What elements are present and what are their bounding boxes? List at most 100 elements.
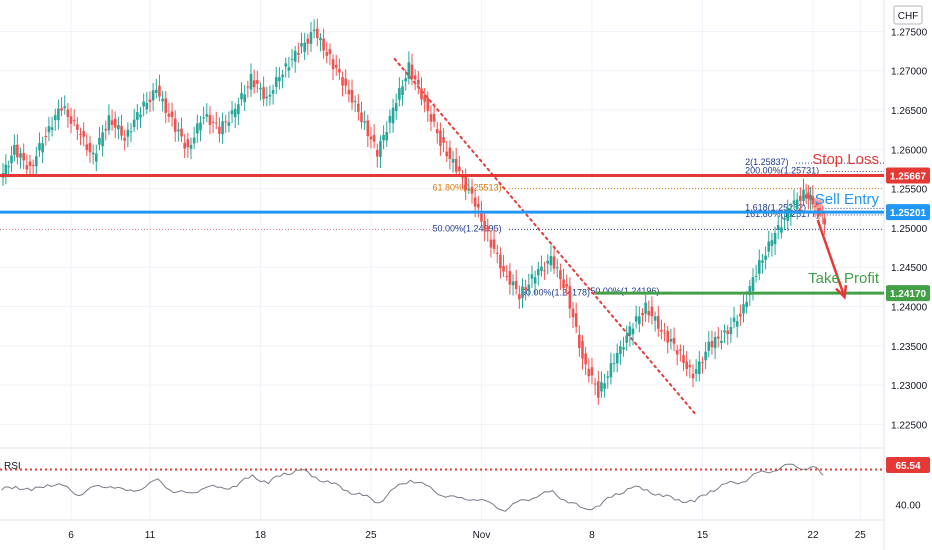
- candle-body: [644, 302, 647, 314]
- candle-body: [25, 165, 29, 170]
- candle-body: [815, 202, 819, 206]
- candle-body: [91, 152, 95, 155]
- candle-body: [309, 32, 313, 44]
- candle-body: [60, 108, 63, 111]
- candle-body: [13, 145, 16, 155]
- candle-body: [780, 227, 783, 233]
- candle-body: [694, 369, 698, 374]
- level-badge: [886, 285, 930, 302]
- candle-body: [4, 164, 8, 178]
- candle-body: [448, 147, 452, 160]
- candle-body: [202, 117, 205, 119]
- currency-badge[interactable]: [893, 5, 923, 25]
- candle-body: [606, 376, 610, 378]
- candle-body: [385, 131, 389, 141]
- candle-body: [552, 256, 556, 269]
- candle-body: [578, 334, 581, 349]
- candle-body: [669, 339, 673, 342]
- candle-body: [587, 369, 591, 377]
- currency-label: CHF: [898, 11, 919, 22]
- candle-body: [432, 114, 436, 122]
- candle-body: [88, 143, 92, 153]
- candle-body: [322, 38, 325, 51]
- candle-body: [795, 199, 799, 210]
- candle-body: [568, 286, 572, 309]
- candle-body: [199, 122, 202, 131]
- candle-body: [757, 260, 761, 274]
- price-series: [1, 18, 826, 405]
- date-tick-label: 22: [807, 530, 819, 541]
- candle-body: [44, 135, 48, 137]
- candle-body: [739, 313, 742, 317]
- projection-arrow[interactable]: [816, 219, 848, 300]
- candle-body: [319, 37, 322, 41]
- rsi-label: RSI: [4, 461, 21, 472]
- candle-body: [767, 241, 771, 252]
- candle-body: [252, 80, 256, 88]
- candle-body: [227, 122, 231, 126]
- candle-body: [268, 94, 272, 97]
- candle-body: [315, 28, 319, 39]
- arrow-head: [835, 285, 848, 300]
- candle-body: [375, 149, 379, 157]
- candle-body: [192, 137, 196, 144]
- price-tick-label: 1.25500: [891, 185, 928, 196]
- candle-body: [647, 311, 651, 316]
- candle-body: [593, 383, 597, 385]
- candle-body: [262, 86, 265, 100]
- candle-body: [129, 131, 133, 133]
- date-tick-label: 6: [68, 530, 74, 541]
- fib-level-label: 50.00%(1.24178): [521, 288, 590, 298]
- candle-body: [300, 43, 303, 47]
- fib-level-label: 200.00%(1.25731): [745, 165, 819, 175]
- candle-body: [22, 152, 25, 161]
- candle-body: [369, 136, 373, 140]
- rsi-line: [1, 463, 824, 512]
- candle-body: [69, 116, 73, 124]
- candle-body: [732, 317, 736, 322]
- candle-body: [47, 126, 51, 133]
- candle-body: [142, 101, 145, 107]
- candle-body: [631, 328, 635, 335]
- candle-body: [426, 97, 430, 111]
- price-tick-label: 1.27000: [891, 67, 928, 78]
- candle-body: [495, 252, 499, 254]
- candle-body: [196, 123, 199, 134]
- fib-level-label: 1.618(1.25262): [745, 202, 806, 212]
- candle-body: [338, 68, 341, 73]
- candle-body: [754, 275, 758, 277]
- candle-body: [113, 118, 117, 128]
- candle-body: [63, 106, 67, 109]
- level-badge: [886, 204, 930, 221]
- price-badges: 1.25667 1.25201 1.24170: [886, 167, 930, 302]
- candle-body: [761, 260, 764, 263]
- candle-body: [549, 256, 553, 266]
- candle-body: [420, 88, 423, 100]
- fib-level-label: 2(1.25837): [745, 157, 789, 167]
- candle-body: [742, 304, 745, 314]
- candle-body: [306, 38, 310, 44]
- candle-body: [584, 353, 587, 365]
- candle-body: [489, 239, 493, 248]
- rsi-value: 65.54: [895, 461, 920, 472]
- candle-body: [521, 286, 524, 298]
- trend-line[interactable]: [393, 57, 698, 416]
- candle-body: [809, 194, 812, 201]
- candle-body: [126, 129, 130, 137]
- candle-body: [379, 140, 382, 158]
- candle-body: [660, 329, 663, 332]
- candle-body: [540, 266, 543, 272]
- candle-body: [189, 144, 193, 149]
- price-tick-label: 1.27500: [891, 27, 928, 38]
- candle-body: [31, 165, 35, 167]
- candle-body: [214, 122, 218, 124]
- candle-body: [536, 269, 540, 276]
- candle-body: [524, 287, 527, 291]
- candle-body: [464, 176, 467, 191]
- candle-body: [53, 115, 57, 121]
- candle-body: [615, 352, 619, 364]
- candle-body: [789, 212, 793, 217]
- candle-body: [590, 367, 594, 376]
- candle-body: [274, 77, 278, 87]
- candle-body: [799, 195, 802, 202]
